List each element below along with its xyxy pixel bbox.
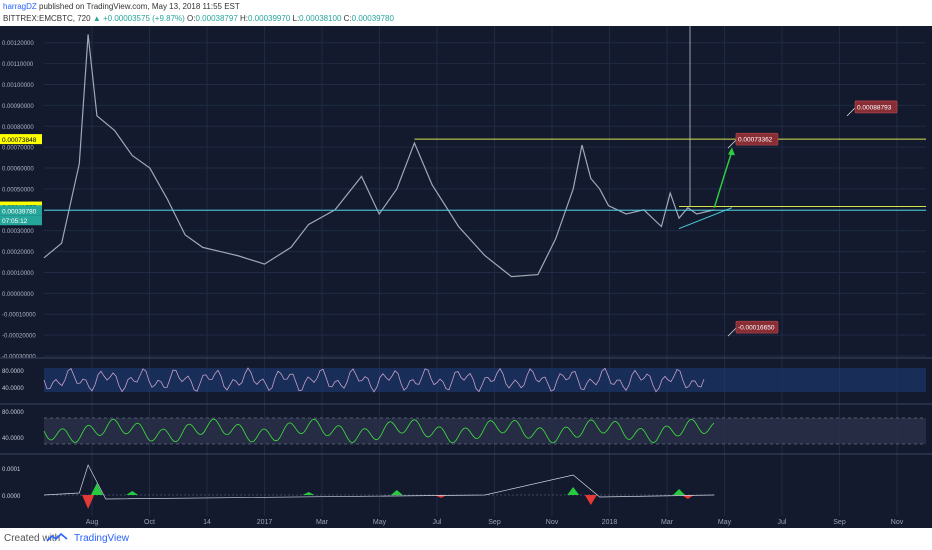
macd-histogram-bar bbox=[302, 492, 315, 495]
annotation-label-box bbox=[735, 132, 779, 146]
time-tick-label: May bbox=[373, 519, 387, 526]
rsi-band bbox=[44, 418, 926, 444]
arrow-head-icon bbox=[727, 147, 735, 156]
rsi-tick-label: 80.0000 bbox=[2, 410, 24, 416]
published-text: published on TradingView.com, May 13, 20… bbox=[39, 2, 240, 11]
stoch-band bbox=[44, 368, 926, 392]
time-tick-label: Sep bbox=[833, 519, 846, 526]
macd-histogram-bar bbox=[390, 490, 403, 495]
change-value: +0.00003575 (+9.87%) bbox=[102, 14, 185, 23]
open-label: O: bbox=[187, 14, 196, 23]
axis-badge-label: 0.00073848 bbox=[2, 137, 37, 144]
axis-badge-label: 0.00039780 bbox=[2, 208, 37, 215]
price-tick-label: -0.00020000 bbox=[2, 334, 36, 340]
time-tick-label: 2018 bbox=[602, 519, 618, 526]
annotation-label-text: -0.00016650 bbox=[738, 325, 775, 332]
time-tick-label: Jul bbox=[778, 519, 787, 526]
axis-price-badge bbox=[0, 134, 42, 145]
macd-histogram-bar bbox=[567, 487, 580, 495]
macd-histogram-bar bbox=[126, 491, 139, 495]
time-tick-label: 14 bbox=[203, 519, 211, 526]
price-series-line bbox=[43, 34, 715, 278]
macd-tick-label: 0.0001 bbox=[2, 467, 21, 473]
macd-histogram-bar bbox=[584, 495, 597, 505]
stoch-tick-label: 40.0000 bbox=[2, 386, 24, 392]
support-trend-line bbox=[678, 207, 733, 230]
price-tick-label: 0.00010000 bbox=[2, 271, 34, 277]
chart-header: harragDZ published on TradingView.com, M… bbox=[0, 0, 932, 26]
annotation-label-text: 0.00088793 bbox=[857, 104, 892, 111]
low-label: L: bbox=[292, 14, 300, 23]
stoch-tick-label: 80.0000 bbox=[2, 369, 24, 375]
time-tick-label: Sep bbox=[488, 519, 501, 526]
annotation-pointer-line bbox=[727, 139, 737, 149]
time-tick-label: 2017 bbox=[257, 519, 273, 526]
rsi-tick-label: 40.0000 bbox=[2, 436, 24, 442]
time-tick-label: Jul bbox=[433, 519, 442, 526]
price-tick-label: 0.00030000 bbox=[2, 229, 34, 235]
annotation-label-box bbox=[854, 100, 898, 114]
publish-line: harragDZ published on TradingView.com, M… bbox=[3, 1, 240, 13]
tradingview-logo-icon bbox=[46, 533, 68, 542]
time-tick-label: Nov bbox=[546, 519, 559, 526]
price-tick-label: 0.00090000 bbox=[2, 104, 34, 110]
axis-price-badge bbox=[0, 205, 42, 216]
low-value: 0.00038100 bbox=[299, 14, 342, 23]
open-value: 0.00038797 bbox=[195, 14, 238, 23]
time-tick-label: Aug bbox=[86, 519, 99, 526]
high-value: 0.00039970 bbox=[248, 14, 291, 23]
macd-histogram-bar bbox=[673, 489, 686, 495]
axis-price-badge bbox=[0, 215, 42, 226]
price-tick-label: 0.00020000 bbox=[2, 250, 34, 256]
annotation-pointer-line bbox=[727, 327, 737, 337]
annotation-label-box bbox=[735, 320, 779, 334]
author-link[interactable]: harragDZ bbox=[3, 2, 37, 11]
price-tick-label: 0.00110000 bbox=[2, 62, 34, 68]
price-tick-label: 0.00000000 bbox=[2, 292, 34, 298]
symbol-label: BITTREX:EMCBTC, 720 bbox=[3, 14, 91, 23]
annotation-pointer-line bbox=[846, 107, 856, 117]
chart-background bbox=[0, 26, 932, 528]
tradingview-brand[interactable]: TradingView bbox=[74, 533, 130, 544]
macd-histogram-bar bbox=[90, 483, 103, 495]
chart-area[interactable]: Aug Oct 14 2017 Mar May Jul Sep Nov 2018 Mar May Jul… bbox=[0, 26, 932, 528]
price-tick-label: 0.00050000 bbox=[2, 187, 34, 193]
price-tick-label: 0.00080000 bbox=[2, 125, 34, 131]
change-up-icon: ▲ bbox=[92, 14, 101, 23]
macd-signal-line bbox=[43, 464, 715, 500]
high-label: H: bbox=[240, 14, 248, 23]
close-label: C: bbox=[343, 14, 352, 23]
chart-canvas[interactable]: Aug Oct 14 2017 Mar May Jul Sep Nov 2018 Mar May Jul… bbox=[0, 26, 932, 528]
rsi-line bbox=[43, 418, 715, 444]
price-tick-label: 0.00120000 bbox=[2, 41, 34, 47]
created-with-text: Created with bbox=[4, 533, 61, 544]
time-tick-label: Mar bbox=[661, 519, 674, 526]
ohlc-line: BITTREX:EMCBTC, 720 ▲ +0.00003575 (+9.87… bbox=[3, 13, 394, 25]
macd-histogram-bar bbox=[681, 495, 694, 499]
price-tick-label: 0.00100000 bbox=[2, 83, 34, 89]
time-tick-label: Oct bbox=[144, 519, 155, 526]
price-tick-label: -0.00010000 bbox=[2, 313, 36, 319]
time-tick-label: May bbox=[718, 519, 732, 526]
time-tick-label: Nov bbox=[891, 519, 904, 526]
price-tick-label: 0.00070000 bbox=[2, 146, 34, 152]
price-tick-label: 0.00060000 bbox=[2, 167, 34, 173]
close-value: 0.00039780 bbox=[351, 14, 394, 23]
macd-tick-label: 0.0000 bbox=[2, 494, 21, 500]
macd-histogram-bar bbox=[82, 495, 95, 509]
projection-arrow-line bbox=[713, 151, 733, 208]
footer: Created with TradingView bbox=[0, 528, 932, 550]
stoch-line bbox=[43, 367, 705, 393]
axis-badge-label: 07:05:12 bbox=[2, 218, 28, 225]
annotation-label-text: 0.00073362 bbox=[738, 137, 773, 144]
time-tick-label: Mar bbox=[316, 519, 329, 526]
